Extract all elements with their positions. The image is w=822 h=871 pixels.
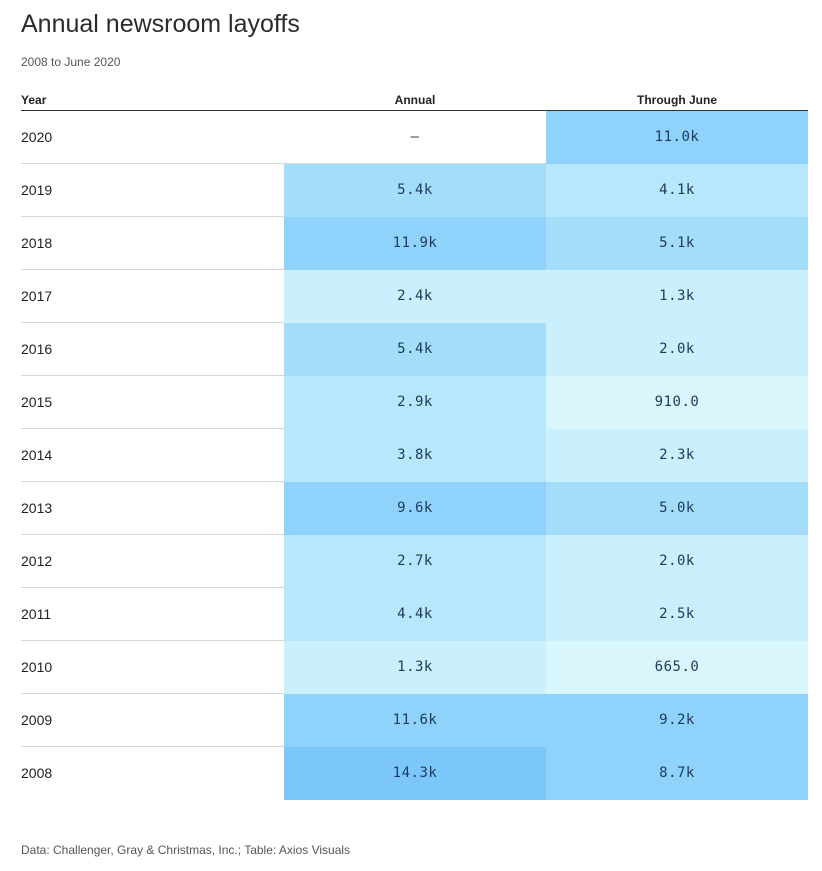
table-row: 2020 – 11.0k	[21, 111, 808, 164]
table-row: 2019 5.4k 4.1k	[21, 164, 808, 217]
annual-value-cell: 1.3k	[284, 641, 546, 694]
table-row: 2016 5.4k 2.0k	[21, 323, 808, 376]
through-june-value-cell: 2.0k	[546, 535, 808, 588]
table-row: 2013 9.6k 5.0k	[21, 482, 808, 535]
through-june-value-cell: 11.0k	[546, 111, 808, 164]
annual-value-cell: 9.6k	[284, 482, 546, 535]
year-cell: 2015	[21, 394, 53, 410]
column-header-through-june: Through June	[637, 93, 717, 107]
annual-value-cell: 2.4k	[284, 270, 546, 323]
through-june-value-cell: 910.0	[546, 376, 808, 429]
through-june-value-cell: 2.5k	[546, 588, 808, 641]
year-cell: 2016	[21, 341, 53, 357]
annual-value-cell: 2.9k	[284, 376, 546, 429]
year-cell: 2010	[21, 659, 53, 675]
through-june-value-cell: 665.0	[546, 641, 808, 694]
year-cell: 2008	[21, 765, 53, 781]
table-row: 2017 2.4k 1.3k	[21, 270, 808, 323]
year-cell: 2009	[21, 712, 53, 728]
annual-value-cell: –	[410, 129, 420, 145]
chart-subtitle: 2008 to June 2020	[21, 55, 121, 69]
year-cell: 2012	[21, 553, 53, 569]
table-body: 2020–11.0k 2019 5.4k 4.1k 2018 11.9k 5.1k 2017 2…	[21, 111, 808, 800]
column-header-year: Year	[21, 93, 47, 107]
through-june-value-cell: 5.1k	[546, 217, 808, 270]
column-header-annual: Annual	[394, 93, 436, 107]
annual-value-cell: 3.8k	[284, 429, 546, 482]
annual-value-cell: 11.9k	[284, 217, 546, 270]
through-june-value-cell: 2.0k	[546, 323, 808, 376]
table-header: Year Annual Through June	[21, 90, 808, 111]
annual-value-cell: 2.7k	[284, 535, 546, 588]
through-june-value-cell: 1.3k	[546, 270, 808, 323]
through-june-value-cell: 4.1k	[546, 164, 808, 217]
through-june-value-cell: 2.3k	[546, 429, 808, 482]
year-cell: 2019	[21, 182, 53, 198]
through-june-value-cell: 9.2k	[546, 694, 808, 747]
table-row: 2012 2.7k 2.0k	[21, 535, 808, 588]
table-row: 2008 14.3k 8.7k	[21, 747, 808, 800]
through-june-value-cell: 5.0k	[546, 482, 808, 535]
annual-value-cell: 5.4k	[284, 323, 546, 376]
source-note: Data: Challenger, Gray & Christmas, Inc.…	[21, 843, 351, 857]
chart-title: Annual newsroom layoffs	[21, 10, 300, 38]
annual-value-cell: 5.4k	[284, 164, 546, 217]
annual-value-cell: 11.6k	[284, 694, 546, 747]
table-row: 2018 11.9k 5.1k	[21, 217, 808, 270]
table-row: 2010 1.3k 665.0	[21, 641, 808, 694]
year-cell: 2017	[21, 288, 53, 304]
table-row: 2009 11.6k 9.2k	[21, 694, 808, 747]
table-row: 2011 4.4k 2.5k	[21, 588, 808, 641]
year-cell: 2011	[21, 606, 52, 622]
through-june-value-cell: 8.7k	[546, 747, 808, 800]
year-cell: 2018	[21, 235, 53, 251]
table-row: 2015 2.9k 910.0	[21, 376, 808, 429]
year-cell: 2013	[21, 500, 53, 516]
layoffs-table: Year Annual Through June 2020 – 11.0k 2019 5…	[21, 90, 808, 800]
year-cell: 2020	[21, 129, 53, 145]
annual-value-cell: 4.4k	[284, 588, 546, 641]
table-row: 2014 3.8k 2.3k	[21, 429, 808, 482]
year-cell: 2014	[21, 447, 53, 463]
annual-value-cell: 14.3k	[284, 747, 546, 800]
